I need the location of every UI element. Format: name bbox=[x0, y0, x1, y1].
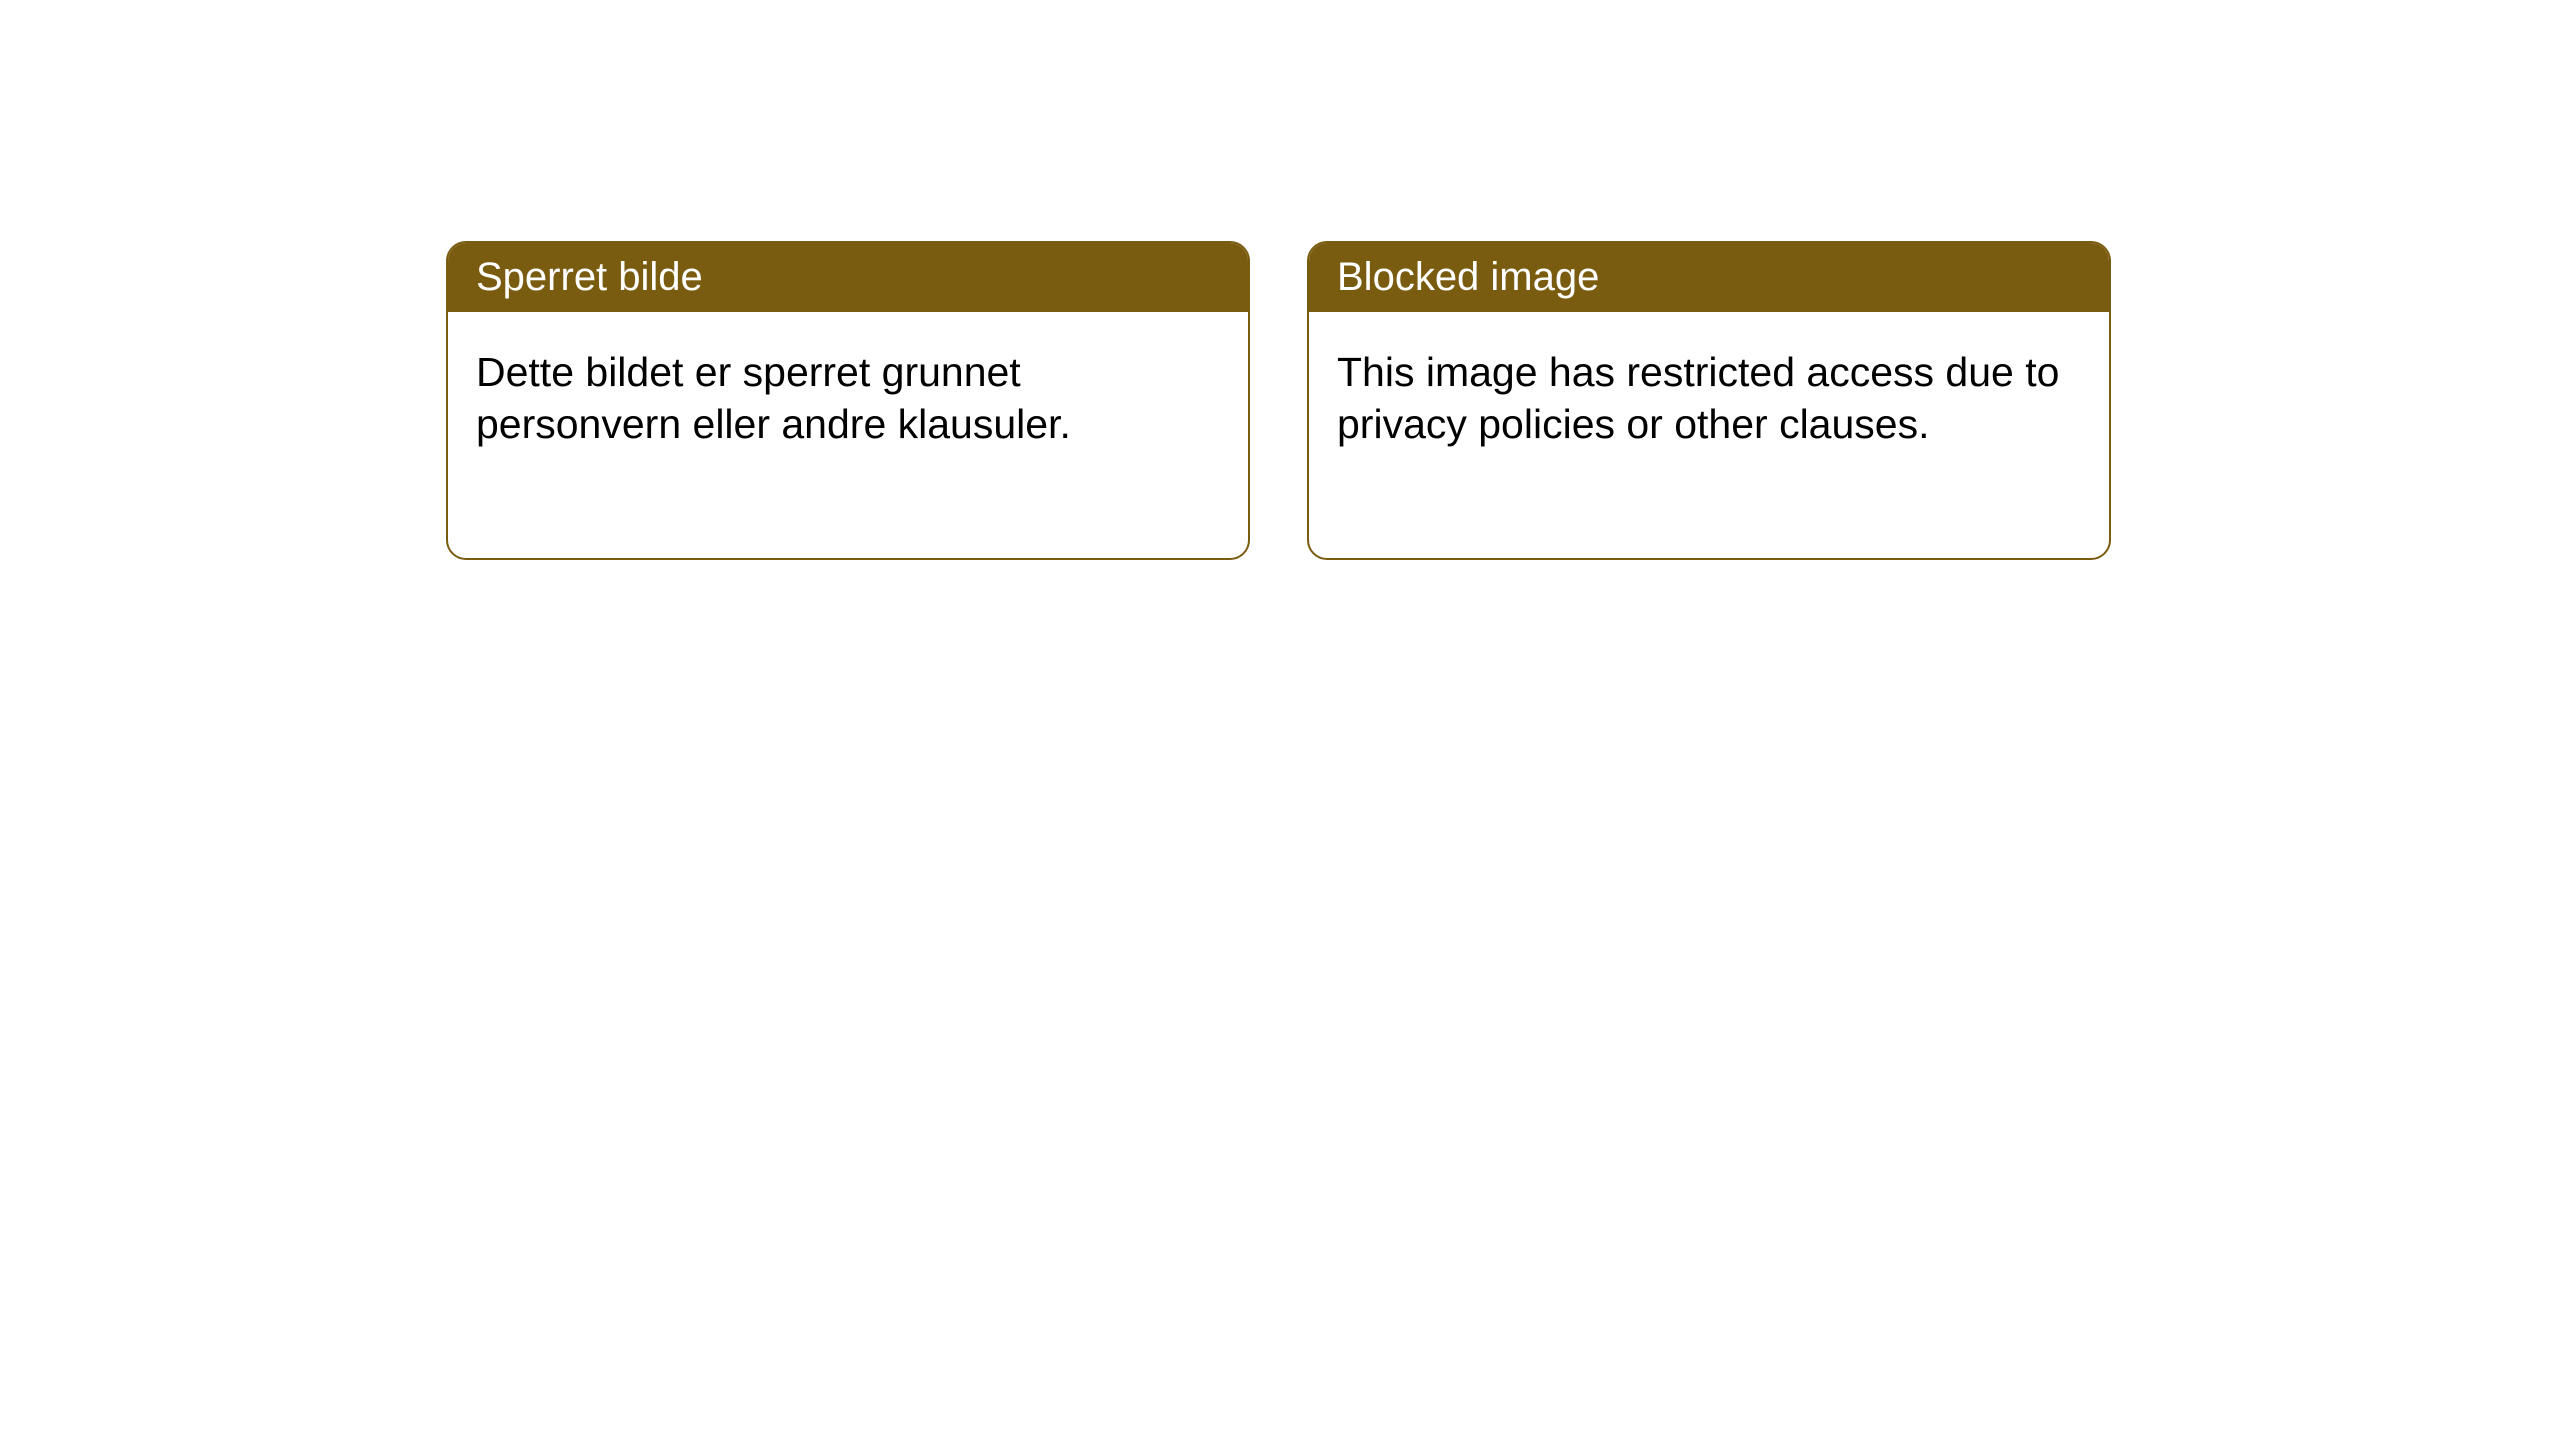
notice-header: Blocked image bbox=[1309, 243, 2109, 312]
notice-body-text: This image has restricted access due to … bbox=[1337, 349, 2059, 447]
notice-title: Blocked image bbox=[1337, 255, 1599, 299]
notice-card-norwegian: Sperret bilde Dette bildet er sperret gr… bbox=[446, 241, 1250, 560]
notice-header: Sperret bilde bbox=[448, 243, 1248, 312]
notice-container: Sperret bilde Dette bildet er sperret gr… bbox=[446, 241, 2111, 560]
notice-body: Dette bildet er sperret grunnet personve… bbox=[448, 312, 1248, 558]
notice-body-text: Dette bildet er sperret grunnet personve… bbox=[476, 349, 1071, 447]
notice-card-english: Blocked image This image has restricted … bbox=[1307, 241, 2111, 560]
notice-title: Sperret bilde bbox=[476, 255, 703, 299]
notice-body: This image has restricted access due to … bbox=[1309, 312, 2109, 558]
